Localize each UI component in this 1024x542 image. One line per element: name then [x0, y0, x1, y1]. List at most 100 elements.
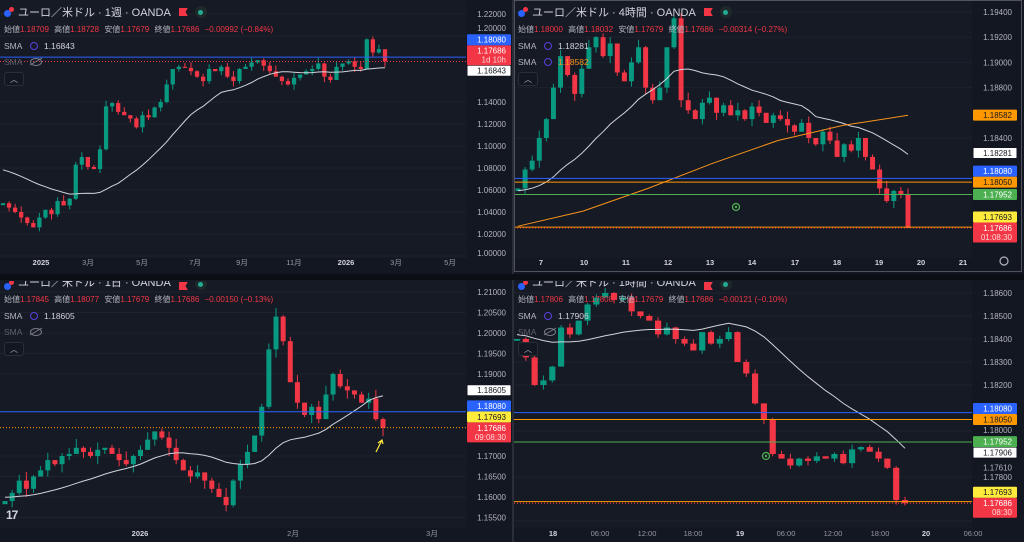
price-tick-label: 1.20500 — [477, 309, 506, 318]
badge-background — [973, 188, 1017, 200]
eye-hidden-icon[interactable] — [544, 328, 556, 336]
alert-marker-icon — [731, 202, 741, 212]
collapse-legend-button[interactable]: ︿ — [518, 72, 538, 86]
candle-body — [45, 460, 51, 471]
candle — [97, 145, 103, 174]
flag-icon[interactable] — [178, 8, 188, 16]
candle — [898, 187, 904, 199]
time-axis[interactable] — [514, 258, 1024, 272]
candle-body — [725, 332, 732, 339]
candle — [610, 292, 618, 304]
sma-loading-icon — [544, 312, 552, 320]
time-tick-label: 20 — [922, 529, 930, 538]
candle — [536, 130, 542, 168]
sma-legend-hidden[interactable]: SMA — [4, 327, 276, 337]
candle-body — [170, 69, 175, 85]
candle — [566, 323, 573, 338]
candle — [550, 83, 556, 120]
price-tick-label: 1.19000 — [477, 370, 506, 379]
flag-icon[interactable] — [178, 282, 188, 290]
symbol-title[interactable]: ユーロ／米ドル · 1週 · OANDA — [18, 7, 171, 19]
price-tick-label: 1.20000 — [477, 329, 506, 338]
candle-body — [358, 66, 363, 69]
badge-countdown: 09:08:30 — [475, 433, 507, 442]
time-tick-label: 06:00 — [964, 529, 983, 538]
symbol-title[interactable]: ユーロ／米ドル · 1時間 · OANDA — [532, 281, 696, 289]
candle — [806, 116, 812, 144]
sma-legend[interactable]: SMA 1.16843 — [4, 41, 276, 51]
sma-slow-line — [517, 114, 909, 227]
price-tick-label: 1.18400 — [983, 134, 1012, 143]
price-tick-label: 1.19200 — [983, 33, 1012, 42]
candle-body — [756, 106, 762, 113]
candle-body — [558, 327, 565, 367]
candle — [13, 203, 18, 214]
candle-body — [52, 460, 58, 465]
price-badge-white: 1.17906 — [972, 446, 1018, 459]
time-axis[interactable] — [514, 528, 1024, 542]
candle-body — [116, 453, 122, 461]
badge-background — [973, 176, 1017, 188]
candle-body — [637, 311, 644, 316]
candle — [742, 109, 748, 121]
sma-slow-legend[interactable]: SMA 1.18582 — [518, 57, 790, 67]
candle-body — [690, 343, 697, 351]
candle — [291, 73, 297, 90]
candle — [237, 68, 242, 84]
sma-legend-hidden[interactable]: SMA — [518, 327, 790, 337]
candle — [158, 99, 163, 112]
panel-divider-vertical[interactable] — [512, 0, 514, 542]
candle — [67, 197, 72, 210]
price-tick-label: 1.18400 — [983, 335, 1012, 344]
candle-body — [784, 119, 790, 126]
time-tick-label: 2026 — [132, 529, 149, 538]
collapse-legend-button[interactable]: ︿ — [518, 342, 538, 356]
sma-legend[interactable]: SMA 1.17906 — [518, 311, 790, 321]
collapse-legend-button[interactable]: ︿ — [4, 342, 24, 356]
candle-body — [376, 49, 382, 53]
candle-body — [49, 209, 54, 215]
candle-body — [721, 105, 727, 113]
time-axis[interactable] — [0, 528, 512, 542]
collapse-legend-button[interactable]: ︿ — [4, 72, 24, 86]
time-axis[interactable] — [0, 258, 512, 272]
candle-body — [145, 439, 151, 450]
eye-hidden-icon[interactable] — [30, 328, 42, 336]
chevron-up-icon: ︿ — [524, 344, 532, 354]
sma-legend[interactable]: SMA 1.18281 — [518, 41, 790, 51]
candle — [302, 402, 308, 418]
flag-icon[interactable] — [703, 282, 713, 290]
candle — [216, 482, 222, 497]
sma-label: SMA — [518, 327, 537, 337]
candle — [572, 72, 578, 101]
chart-panel-1週: 1.22000 1.20000 1.14000 1.12000 1.10000 1.080… — [0, 0, 512, 272]
candle-body — [310, 69, 315, 72]
settings-gear-icon[interactable] — [999, 256, 1009, 266]
symbol-title[interactable]: ユーロ／米ドル · 4時間 · OANDA — [532, 7, 696, 19]
candle-body — [671, 18, 677, 48]
eye-hidden-icon[interactable] — [30, 58, 42, 66]
time-tick-label: 19 — [736, 529, 744, 538]
candle-body — [584, 304, 591, 321]
candle-body — [79, 157, 84, 165]
close-value: 1.17686 — [684, 295, 714, 304]
candle — [6, 201, 12, 212]
candle — [884, 458, 891, 469]
badge-background — [973, 497, 1017, 518]
candle — [706, 91, 712, 105]
candle — [690, 339, 697, 351]
eurusd-symbol-icon — [518, 281, 528, 290]
flag-icon[interactable] — [703, 8, 713, 16]
time-tick-label: 3月 — [82, 258, 94, 267]
candle-body — [340, 63, 345, 67]
sma-legend-hidden[interactable]: SMA — [4, 57, 276, 67]
candle-body — [777, 115, 783, 120]
symbol-title[interactable]: ユーロ／米ドル · 1日 · OANDA — [18, 281, 171, 289]
candle-body — [195, 472, 201, 477]
price-badge-blue: 1.18080 — [973, 403, 1017, 414]
tradingview-logo[interactable]: 17 — [6, 508, 18, 522]
open-label: 始値 — [518, 295, 534, 304]
sma-legend[interactable]: SMA 1.18605 — [4, 311, 276, 321]
panel-divider-horizontal[interactable] — [0, 274, 1024, 280]
candle — [152, 431, 158, 446]
